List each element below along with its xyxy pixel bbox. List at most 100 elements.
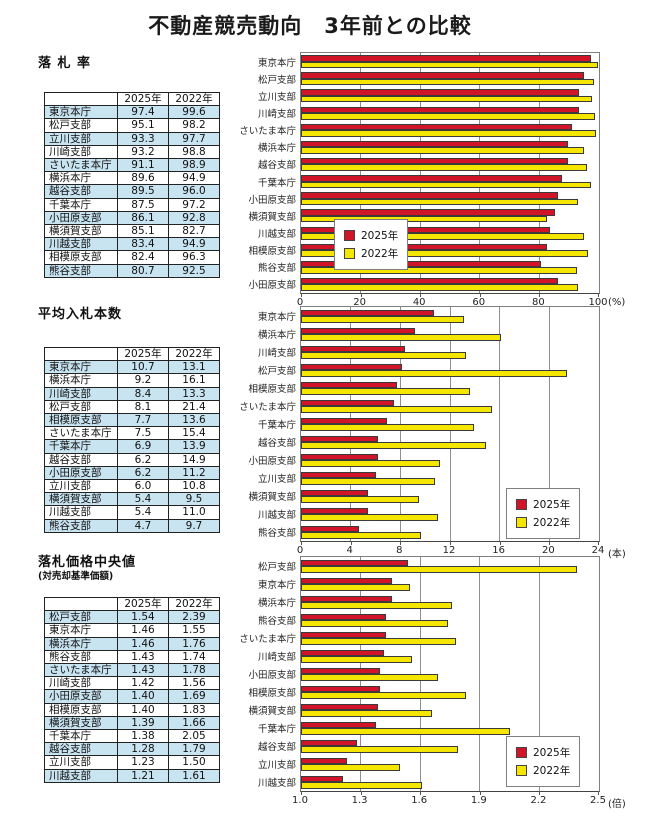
bar-2025年 [301,260,542,268]
table-row: 小田原支部 1.40 1.69 [44,689,220,704]
office-name-cell: 千葉本庁 [44,439,118,454]
category-label: 千葉本庁 [257,420,296,431]
value-cell: 1.43 [117,649,169,665]
bar-2022年 [301,78,594,86]
table-row: 越谷支部 6.2 14.9 [44,452,220,467]
axis-tick-mark [350,541,352,545]
legend-item: 2022年 [516,763,570,778]
x-axis: 0 20 40 60 80 100 (%) [296,297,648,310]
table-row: 相模原支部 82.4 96.3 [44,250,220,265]
office-name-cell: 川越支部 [44,768,118,783]
bar-2022年 [301,424,474,431]
value-cell: 1.50 [168,755,220,770]
office-name-cell: 川崎支部 [44,386,118,401]
category-label: 松戸支部 [257,562,296,573]
value-cell: 87.5 [117,197,169,212]
bar-2022年 [301,496,419,503]
table-row: 熊谷支部 4.7 9.7 [44,518,220,533]
category-label: 川越支部 [257,510,296,521]
table-row: 越谷支部 1.28 1.79 [44,742,220,757]
table-row: 越谷支部 89.5 96.0 [44,184,220,199]
bar-2022年 [301,478,436,485]
plot-area: 2025年 2022年 [300,52,600,297]
table-row: 松戸支部 95.1 98.2 [44,118,220,133]
legend-item: 2022年 [516,515,570,530]
value-cell: 89.5 [117,184,169,199]
bar-2025年 [301,577,393,584]
axis-tick-mark [479,293,481,297]
y-axis-labels: 東京本庁 松戸支部 立川支部 川崎支部 さいたま本庁 横浜本庁 越谷支部 千葉本庁 小田原支部横… [239,52,298,292]
table-row: 千葉本庁 87.5 97.2 [44,197,220,212]
office-name-cell: 相模原支部 [44,250,118,265]
value-cell: 11.0 [168,505,220,520]
value-cell: 11.2 [168,465,220,481]
bid-rate-table: 2025年 2022年 東京本庁 97.4 99.6 松戸支部 95.1 98.2 立川支部 9… [44,91,220,278]
bar-2022年 [301,764,401,771]
avg-bids-table: 2025年 2022年 東京本庁 10.7 13.1 横浜本庁 9.2 16.1 川崎支部 8.… [44,346,220,533]
bar-2025年 [301,157,568,165]
office-name-cell: 横須賀支部 [44,492,118,507]
bar-2025年 [301,72,585,79]
table-header-cell: 2025年 [117,91,169,107]
bar-2022年 [301,638,456,645]
bar-2025年 [301,123,573,131]
bar-2025年 [301,559,409,566]
bar-2022年 [301,674,439,681]
value-cell: 1.40 [117,689,169,704]
value-cell: 8.1 [117,399,169,415]
bar-2025年 [301,381,397,388]
table-header-row: 2025年 2022年 [44,346,220,362]
category-label: 横浜本庁 [257,598,296,609]
bar-2025年 [301,703,379,710]
axis-tick-label: 1.3 [351,795,368,806]
section-subheading-median-price: (対売却基準価額) [38,571,114,582]
category-label: 松戸支部 [257,74,296,86]
chart-legend: 2025年 2022年 [506,488,581,539]
category-label: 東京本庁 [257,57,296,69]
table-row: 松戸支部 8.1 21.4 [44,399,220,415]
bar-2022年 [301,198,578,206]
axis-tick-mark [598,541,599,545]
legend-swatch-2025年 [344,230,355,241]
bar-2022年 [301,620,448,627]
bar-2022年 [301,334,501,341]
category-label: 相模原支部 [248,688,296,699]
category-label: 東京本庁 [257,312,296,323]
table-row: さいたま本庁 91.1 98.9 [44,158,220,173]
table-header-cell: 2025年 [117,346,169,362]
bar-2022年 [301,130,596,137]
bar-2022年 [301,602,452,609]
bar-2025年 [301,739,357,746]
axis-tick-label: 16 [492,545,506,556]
category-label: 川崎支部 [257,652,296,663]
value-cell: 10.7 [117,360,169,375]
table-head: 2025年 2022年 [44,346,220,362]
category-label: 相模原支部 [248,246,296,258]
category-label: 川崎支部 [257,109,296,120]
category-label: 立川支部 [257,474,296,485]
legend-label: 2022年 [533,517,571,529]
value-cell: 1.66 [168,715,220,731]
axis-tick-label: 40 [412,297,426,308]
bar-2022年 [301,728,510,735]
bar-2025年 [301,435,378,442]
table-row: 横須賀支部 1.39 1.66 [44,715,220,731]
table-row: 相模原支部 7.7 13.6 [44,413,220,428]
bar-2025年 [301,667,381,674]
table-row: 千葉本庁 1.38 2.05 [44,729,220,744]
value-cell: 1.38 [117,729,169,744]
category-label: 松戸支部 [257,366,296,377]
bar-2025年 [301,613,387,620]
office-name-cell: 立川支部 [44,479,118,494]
value-cell: 16.1 [168,373,220,388]
office-name-cell: 熊谷支部 [44,263,118,278]
axis-tick-label: 0 [296,297,304,308]
axis-tick-label: 100 [588,297,608,308]
value-cell: 1.21 [117,768,169,783]
office-name-cell: 小田原支部 [44,210,118,226]
value-cell: 96.3 [168,250,220,265]
value-cell: 5.4 [117,492,169,507]
legend-label: 2025年 [533,747,571,759]
value-cell: 85.1 [117,224,169,239]
